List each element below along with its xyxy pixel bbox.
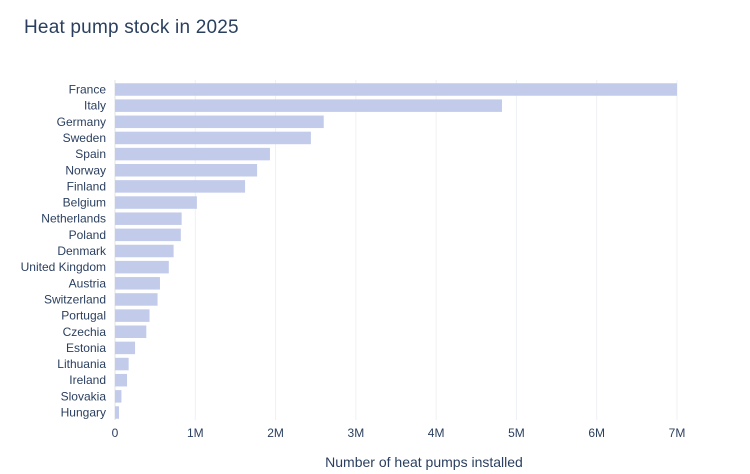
x-tick-label: 7M bbox=[669, 426, 686, 440]
category-label: Finland bbox=[67, 179, 106, 193]
x-tick-label: 0 bbox=[112, 426, 119, 440]
bar[interactable] bbox=[115, 390, 122, 403]
bars bbox=[115, 83, 677, 419]
bar[interactable] bbox=[115, 260, 169, 274]
category-label: Italy bbox=[84, 99, 106, 113]
category-label: Sweden bbox=[63, 131, 106, 145]
category-label: Spain bbox=[75, 147, 106, 161]
bar[interactable] bbox=[115, 341, 136, 355]
bar[interactable] bbox=[115, 325, 147, 339]
category-label: Ireland bbox=[69, 373, 106, 387]
bar[interactable] bbox=[115, 309, 150, 322]
category-labels: France Italy Germany Sweden Spain Norway Finla… bbox=[21, 83, 107, 420]
bar[interactable] bbox=[115, 196, 197, 209]
category-label: Austria bbox=[69, 276, 107, 290]
bar[interactable] bbox=[115, 228, 181, 242]
category-label: Poland bbox=[69, 228, 106, 242]
bar[interactable] bbox=[115, 212, 182, 225]
x-axis-title: Number of heat pumps installed bbox=[325, 454, 523, 470]
chart-title: Heat pump stock in 2025 bbox=[24, 17, 239, 38]
category-label: Germany bbox=[57, 115, 106, 129]
x-tick-label: 3M bbox=[348, 426, 365, 440]
bar[interactable] bbox=[115, 277, 160, 290]
category-label: Lithuania bbox=[57, 357, 106, 371]
bar[interactable] bbox=[115, 357, 129, 371]
bar[interactable] bbox=[115, 147, 270, 161]
x-tick-label: 1M bbox=[187, 426, 204, 440]
bar[interactable] bbox=[115, 406, 120, 419]
grid-lines bbox=[114, 80, 678, 420]
bar[interactable] bbox=[115, 244, 174, 258]
x-tick-label: 4M bbox=[428, 426, 445, 440]
x-tick-label: 5M bbox=[508, 426, 525, 440]
category-label: Norway bbox=[65, 163, 106, 177]
category-label: Switzerland bbox=[44, 292, 106, 306]
bar[interactable] bbox=[115, 83, 677, 96]
x-tick-label: 2M bbox=[267, 426, 284, 440]
bar[interactable] bbox=[115, 164, 258, 177]
category-label: United Kingdom bbox=[21, 260, 106, 274]
category-label: Belgium bbox=[63, 196, 106, 210]
x-tick-label: 6M bbox=[588, 426, 605, 440]
bar[interactable] bbox=[115, 180, 246, 193]
category-label: Denmark bbox=[57, 244, 107, 258]
category-label: Czechia bbox=[63, 325, 107, 339]
category-label: Netherlands bbox=[41, 212, 106, 226]
x-tick-labels: 0 1M 2M 3M 4M 5M 6M 7M bbox=[112, 426, 686, 440]
bar[interactable] bbox=[115, 99, 502, 112]
category-label: Hungary bbox=[61, 406, 106, 420]
category-label: Portugal bbox=[61, 309, 106, 323]
category-label: Slovakia bbox=[61, 389, 107, 403]
bar[interactable] bbox=[115, 115, 324, 129]
bar[interactable] bbox=[115, 293, 158, 306]
bar[interactable] bbox=[115, 373, 128, 387]
category-label: France bbox=[69, 83, 107, 97]
category-label: Estonia bbox=[66, 341, 106, 355]
bar[interactable] bbox=[115, 131, 311, 145]
